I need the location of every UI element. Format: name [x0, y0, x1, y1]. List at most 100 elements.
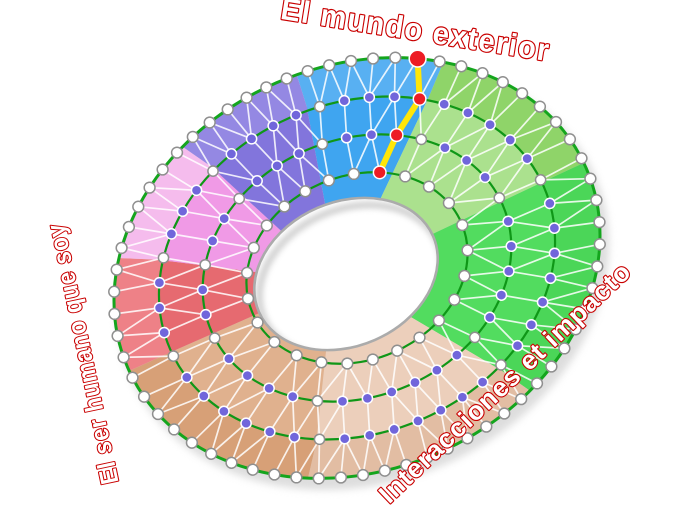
graph-node[interactable]: [476, 376, 489, 388]
graph-node[interactable]: [549, 115, 563, 129]
graph-node[interactable]: [456, 218, 469, 232]
graph-node[interactable]: [271, 159, 283, 172]
graph-node[interactable]: [260, 219, 273, 232]
graph-node[interactable]: [434, 404, 447, 417]
graph-node[interactable]: [263, 425, 276, 438]
graph-node[interactable]: [186, 130, 199, 144]
graph-node[interactable]: [400, 458, 413, 472]
route-node[interactable]: [412, 91, 427, 106]
graph-node[interactable]: [247, 241, 260, 254]
graph-node[interactable]: [185, 436, 199, 449]
graph-node[interactable]: [190, 184, 203, 197]
graph-node[interactable]: [502, 215, 515, 228]
graph-node[interactable]: [208, 332, 221, 344]
graph-node[interactable]: [483, 311, 496, 324]
graph-node[interactable]: [203, 116, 216, 129]
graph-node[interactable]: [336, 395, 349, 408]
graph-node[interactable]: [344, 54, 358, 68]
graph-node[interactable]: [389, 51, 402, 64]
graph-node[interactable]: [586, 281, 599, 295]
graph-node[interactable]: [515, 87, 529, 100]
graph-node[interactable]: [431, 364, 443, 377]
graph-node[interactable]: [545, 360, 558, 373]
graph-node[interactable]: [563, 133, 577, 146]
graph-node[interactable]: [225, 148, 238, 160]
graph-node[interactable]: [493, 192, 506, 204]
highlight-path[interactable]: [376, 55, 423, 176]
graph-node[interactable]: [206, 235, 219, 247]
graph-node[interactable]: [176, 205, 189, 218]
graph-node[interactable]: [590, 193, 603, 207]
graph-node[interactable]: [432, 314, 446, 327]
graph-node[interactable]: [322, 174, 335, 187]
graph-node[interactable]: [137, 390, 151, 403]
graph-node[interactable]: [391, 344, 404, 357]
graph-node[interactable]: [544, 272, 557, 285]
graph-node[interactable]: [363, 91, 376, 104]
graph-node[interactable]: [153, 302, 166, 314]
graph-node[interactable]: [246, 463, 259, 476]
graph-node[interactable]: [299, 185, 312, 198]
graph-node[interactable]: [286, 390, 299, 403]
graph-node[interactable]: [409, 376, 421, 389]
graph-node[interactable]: [312, 472, 325, 485]
graph-node[interactable]: [534, 174, 547, 186]
graph-node[interactable]: [460, 154, 473, 167]
graph-node[interactable]: [415, 133, 428, 146]
graph-node[interactable]: [241, 292, 255, 305]
graph-node[interactable]: [338, 432, 351, 445]
graph-node[interactable]: [240, 91, 253, 104]
sector-red-inner[interactable]: [154, 259, 263, 354]
graph-node[interactable]: [122, 220, 136, 234]
graph-node[interactable]: [366, 353, 379, 366]
graph-node[interactable]: [502, 265, 515, 278]
graph-node[interactable]: [290, 109, 302, 121]
graph-node[interactable]: [422, 180, 436, 193]
graph-node[interactable]: [263, 382, 275, 395]
graph-node[interactable]: [533, 100, 547, 113]
graph-node[interactable]: [167, 350, 180, 362]
graph-node[interactable]: [117, 351, 130, 364]
graph-node[interactable]: [458, 269, 471, 283]
graph-node[interactable]: [476, 67, 489, 80]
graph-node[interactable]: [132, 200, 145, 213]
graph-node[interactable]: [433, 55, 446, 68]
graph-node[interactable]: [451, 349, 463, 361]
graph-node[interactable]: [315, 356, 328, 369]
graph-node[interactable]: [143, 181, 156, 194]
graph-node[interactable]: [356, 468, 370, 482]
graph-node[interactable]: [240, 266, 254, 279]
graph-node[interactable]: [484, 118, 496, 131]
graph-node[interactable]: [280, 72, 293, 85]
graph-node[interactable]: [530, 377, 544, 390]
graph-node[interactable]: [196, 283, 209, 296]
graph-node[interactable]: [267, 119, 280, 132]
graph-node[interactable]: [548, 222, 561, 234]
graph-node[interactable]: [199, 308, 212, 321]
graph-node[interactable]: [167, 423, 181, 436]
graph-node[interactable]: [290, 471, 303, 484]
graph-node[interactable]: [207, 165, 219, 177]
graph-node[interactable]: [313, 433, 326, 446]
graph-node[interactable]: [316, 138, 329, 150]
graph-node[interactable]: [575, 152, 588, 165]
graph-node[interactable]: [251, 316, 264, 329]
graph-node[interactable]: [180, 371, 193, 384]
graph-node[interactable]: [288, 431, 301, 443]
graph-node[interactable]: [438, 98, 451, 111]
graph-node[interactable]: [221, 103, 234, 116]
route-node[interactable]: [389, 128, 404, 143]
graph-node[interactable]: [108, 285, 121, 298]
graph-node[interactable]: [504, 134, 517, 146]
route-node[interactable]: [408, 49, 427, 68]
graph-node[interactable]: [111, 329, 124, 343]
graph-node[interactable]: [548, 247, 561, 260]
graph-node[interactable]: [260, 81, 273, 94]
graph-node[interactable]: [515, 392, 528, 406]
route-node[interactable]: [372, 165, 387, 180]
graph-node[interactable]: [158, 326, 171, 339]
graph-node[interactable]: [361, 392, 374, 405]
graph-node[interactable]: [511, 339, 524, 352]
graph-node[interactable]: [479, 171, 491, 184]
graph-node[interactable]: [496, 76, 509, 89]
